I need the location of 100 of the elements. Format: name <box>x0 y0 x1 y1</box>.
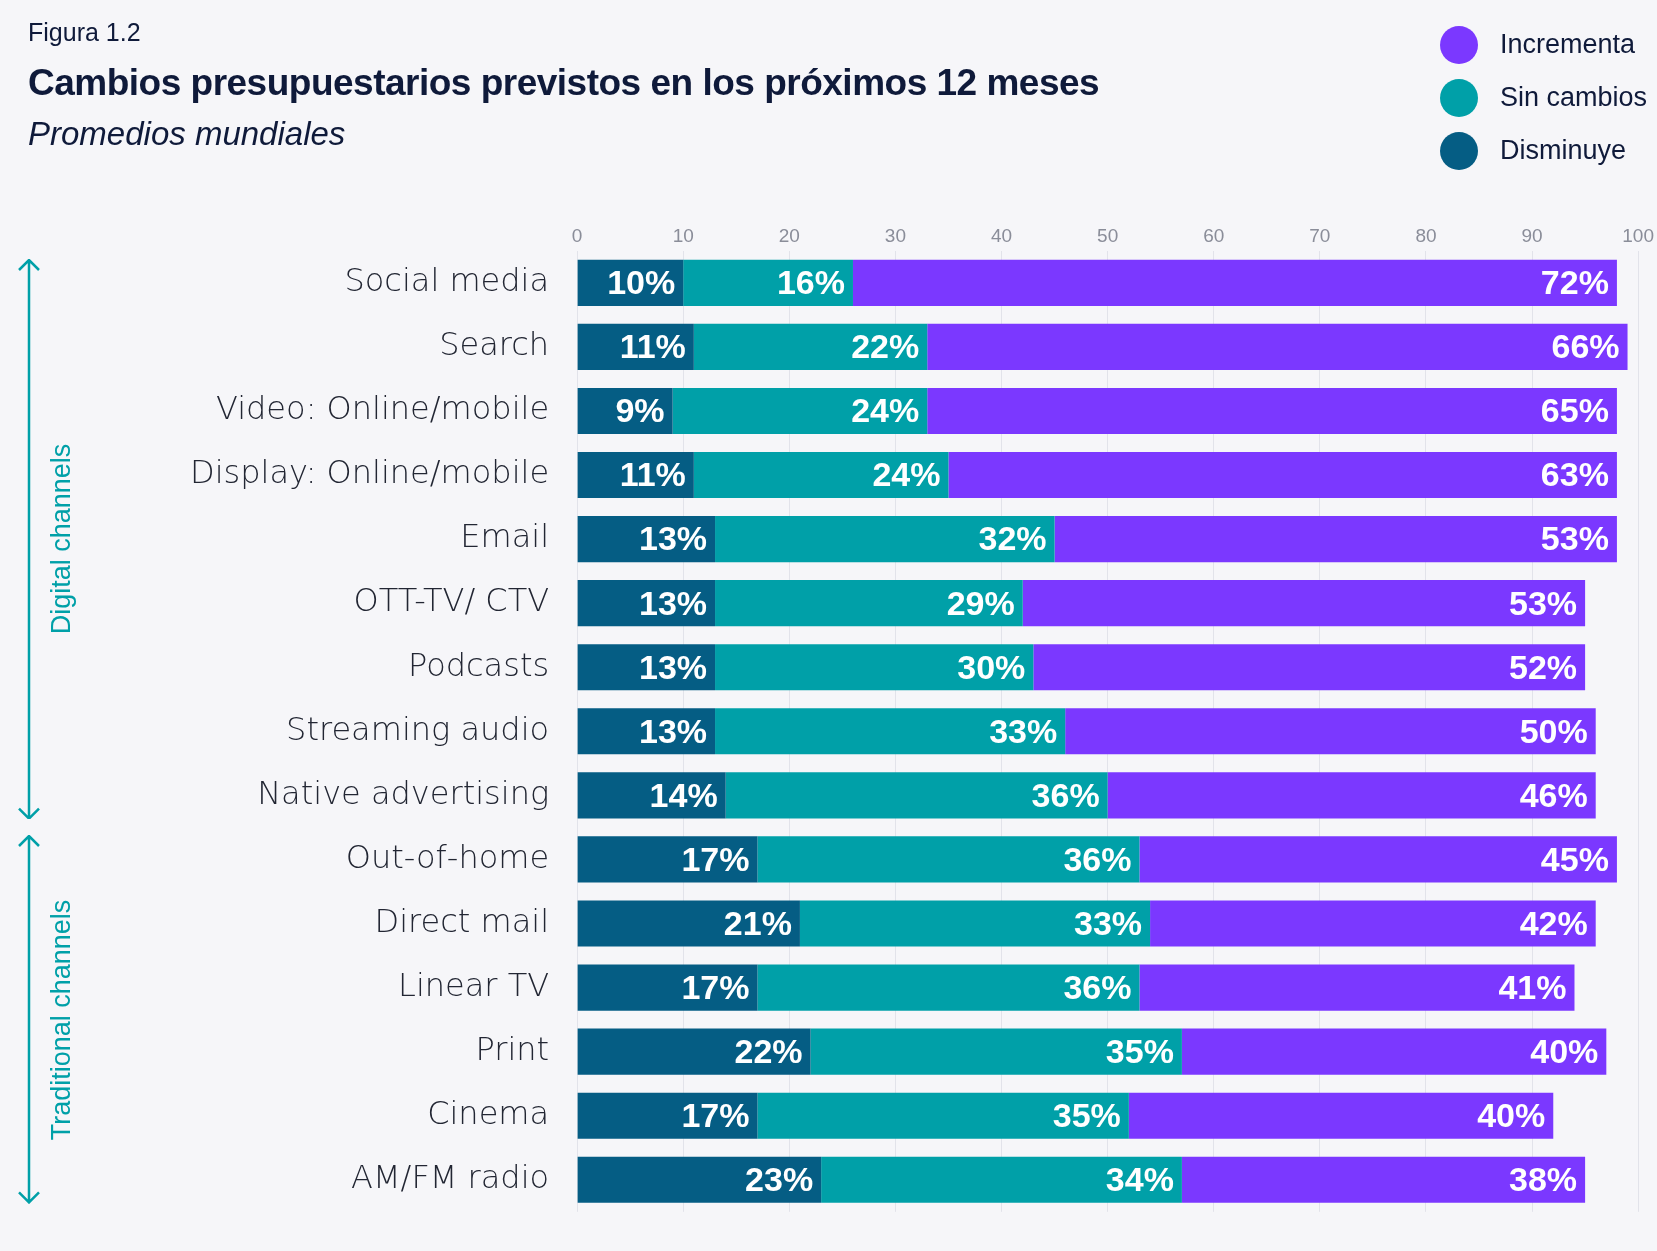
data-label: 40% <box>1477 1096 1546 1135</box>
bar <box>577 900 800 947</box>
data-label: 35% <box>1052 1096 1121 1135</box>
x-tick-label: 0 <box>571 224 583 246</box>
text: Promedios mundiales <box>28 115 346 153</box>
y-tick-label: Direct mail <box>374 901 550 940</box>
y-tick-label: OTT-TV/ CTV <box>353 581 550 620</box>
data-label: 11% <box>619 455 686 494</box>
data-label: 17% <box>681 839 750 878</box>
data-label: 24% <box>851 391 920 430</box>
y-tick-label: Native advertising <box>257 773 550 812</box>
x-tick-label: 80 <box>1415 224 1437 246</box>
data-label: 17% <box>681 1096 750 1135</box>
bar <box>672 387 928 435</box>
data-label: 32% <box>978 519 1047 558</box>
bar <box>799 900 1151 947</box>
data-label: 29% <box>946 583 1015 622</box>
data-label: 53% <box>1509 583 1578 622</box>
data-label: 16% <box>776 263 845 302</box>
x-tick-label: 40 <box>990 224 1013 246</box>
bar <box>1139 964 1575 1011</box>
data-label: 14% <box>649 775 718 814</box>
x-tick-label: 30 <box>884 224 906 246</box>
bar <box>948 451 1617 499</box>
data-label: 13% <box>638 647 708 686</box>
data-label: 41% <box>1498 967 1567 1006</box>
y-tick-label: Display: Online/mobile <box>190 453 550 492</box>
bar <box>693 451 949 499</box>
data-label: 36% <box>1063 839 1132 878</box>
data-label: 13% <box>638 711 708 750</box>
bar <box>1065 708 1596 755</box>
bar <box>577 836 758 883</box>
y-tick-label: Print <box>475 1029 550 1068</box>
data-label: 9% <box>615 391 665 430</box>
data-label: 40% <box>1530 1032 1599 1071</box>
y-tick-label: Streaming audio <box>286 709 550 748</box>
data-label: 36% <box>1063 967 1132 1006</box>
data-label: 33% <box>989 711 1058 750</box>
data-label: 50% <box>1519 711 1588 750</box>
x-tick-label: 10 <box>672 224 694 246</box>
data-label: 11% <box>619 327 686 366</box>
bar <box>577 1156 822 1203</box>
bar <box>1107 772 1596 819</box>
bar <box>810 1028 1182 1075</box>
bar <box>757 964 1140 1011</box>
data-label: 17% <box>681 967 750 1006</box>
legend-label: Sin cambios <box>1500 82 1648 113</box>
bar <box>1181 1156 1586 1203</box>
data-label: 23% <box>745 1160 814 1199</box>
x-tick-label: 20 <box>778 224 800 246</box>
bar <box>1128 1092 1554 1139</box>
data-label: 66% <box>1551 327 1620 366</box>
bar <box>927 323 1628 370</box>
y-tick-label: Search <box>439 325 550 364</box>
bar <box>725 772 1108 819</box>
data-label: 13% <box>638 583 708 622</box>
x-tick-label: 60 <box>1203 224 1225 246</box>
data-label: 13% <box>638 519 708 558</box>
data-label: 24% <box>872 455 941 494</box>
y-tick-label: Video: Online/mobile <box>215 389 550 428</box>
text: Traditional channels <box>45 899 77 1140</box>
bar <box>715 644 1034 691</box>
bar <box>693 323 928 370</box>
bar <box>1181 1028 1607 1075</box>
text: Figura 1.2 <box>28 18 141 47</box>
y-tick-label: Linear TV <box>398 965 550 1004</box>
bar <box>577 1028 811 1075</box>
data-label: 30% <box>957 647 1026 686</box>
x-tick-label: 90 <box>1521 224 1543 246</box>
y-tick-label: Out-of-home <box>345 837 550 876</box>
bar <box>577 1092 758 1139</box>
bar <box>1033 644 1586 691</box>
chart-title: Cambios presupuestarios previstos en los próximos 12 meses <box>28 62 1100 104</box>
data-label: 52% <box>1509 647 1578 686</box>
bar <box>715 580 1023 627</box>
data-label: 36% <box>1031 775 1100 814</box>
data-label: 42% <box>1519 903 1588 942</box>
data-label: 35% <box>1105 1032 1174 1071</box>
y-tick-label: Email <box>460 517 550 556</box>
y-tick-label: Podcasts <box>407 645 550 684</box>
bar <box>1139 836 1617 883</box>
bar <box>1150 900 1596 947</box>
x-tick-label: 100 <box>1622 224 1654 246</box>
bar <box>821 1156 1182 1203</box>
data-label: 34% <box>1105 1160 1174 1199</box>
y-tick-label: Social media <box>344 261 550 300</box>
y-tick-label: AM/FM radio <box>351 1158 550 1197</box>
data-label: 38% <box>1509 1160 1578 1199</box>
bar <box>927 387 1617 435</box>
bar <box>715 516 1055 563</box>
x-tick-label: 50 <box>1097 224 1119 246</box>
x-tick-label: 70 <box>1309 224 1331 246</box>
data-label: 65% <box>1540 391 1609 430</box>
data-label: 33% <box>1074 903 1143 942</box>
bar <box>1022 580 1586 627</box>
data-label: 46% <box>1519 775 1588 814</box>
data-label: 22% <box>851 327 920 366</box>
legend-label: Disminuye <box>1500 135 1627 166</box>
legend-label: Incrementa <box>1500 29 1636 60</box>
data-label: 63% <box>1540 455 1609 494</box>
